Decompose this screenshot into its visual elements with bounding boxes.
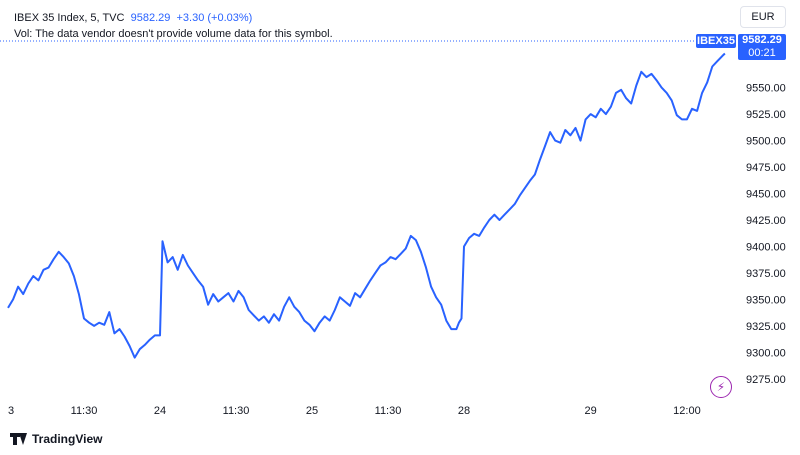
legend-volume-note: Vol: The data vendor doesn't provide vol… (14, 28, 333, 40)
current-price-value: 9582.29 (742, 34, 782, 46)
time-axis-tick-label: 25 (306, 405, 318, 417)
tradingview-brand-text: TradingView (32, 432, 103, 446)
time-axis-tick-label: 11:30 (71, 405, 98, 417)
price-axis-tick-label: 9500.00 (746, 136, 786, 148)
time-axis-tick-label: 11:30 (223, 405, 250, 417)
price-axis[interactable]: 9550.00 9525.00 9500.00 9475.00 9450.00 9425.… (746, 83, 786, 386)
price-axis-tick-label: 9475.00 (746, 162, 786, 174)
price-axis-tick-label: 9550.00 (746, 83, 786, 95)
time-axis-tick-label: 11:30 (375, 405, 402, 417)
price-axis-tick-label: 9300.00 (746, 347, 786, 359)
time-axis-tick-label: 24 (154, 405, 166, 417)
price-axis-tick-label: 9450.00 (746, 189, 786, 201)
price-series-line (7, 52, 726, 359)
bar-countdown: 00:21 (748, 47, 776, 59)
time-axis-tick-label: 28 (458, 405, 470, 417)
price-axis-tick-label: 9400.00 (746, 241, 786, 253)
time-axis-tick-label: 29 (585, 405, 597, 417)
tradingview-logo-icon (10, 433, 28, 445)
time-axis[interactable]: 3 11:30 24 11:30 25 11:30 28 29 12:00 (8, 405, 701, 417)
price-axis-tick-label: 9275.00 (746, 374, 786, 386)
legend-symbol-row: IBEX 35 Index, 5, TVC 9582.29 +3.30 (+0.… (14, 10, 333, 26)
time-axis-tick-label: 3 (8, 405, 14, 417)
tradingview-logo[interactable]: TradingView (10, 432, 102, 446)
chart-legend: IBEX 35 Index, 5, TVC 9582.29 +3.30 (+0.… (14, 10, 333, 42)
legend-symbol[interactable]: IBEX 35 Index, 5, TVC (14, 12, 125, 24)
price-axis-tick-label: 9375.00 (746, 268, 786, 280)
price-axis-tick-label: 9525.00 (746, 109, 786, 121)
currency-button[interactable]: EUR (740, 6, 786, 28)
symbol-price-label: IBEX35 (696, 34, 736, 48)
legend-last-price: 9582.29 (130, 12, 171, 24)
lightning-icon[interactable]: ⚡ (710, 376, 732, 398)
legend-change: +3.30 (+0.03%) (176, 12, 253, 24)
price-axis-tick-label: 9325.00 (746, 321, 786, 333)
price-axis-tick-label: 9350.00 (746, 294, 786, 306)
time-axis-tick-label: 12:00 (673, 405, 701, 417)
price-axis-tick-label: 9425.00 (746, 215, 786, 227)
current-price-badge: 9582.29 00:21 (738, 34, 786, 60)
